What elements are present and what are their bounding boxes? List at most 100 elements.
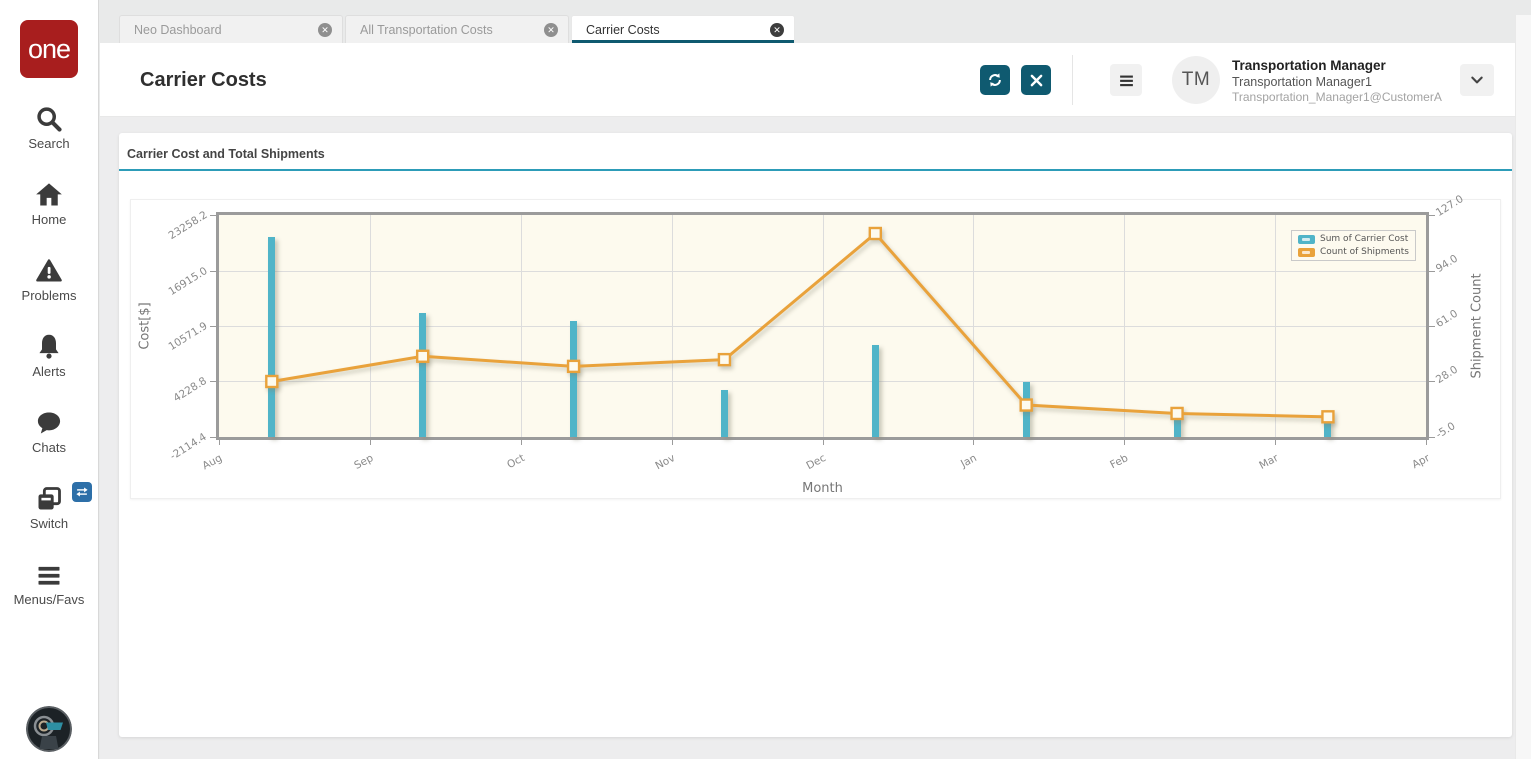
x-tick — [671, 440, 673, 445]
y-left-tick — [210, 326, 216, 327]
tab-close-icon[interactable]: ✕ — [544, 22, 558, 37]
chat-bubble-icon — [37, 412, 61, 434]
bell-icon — [39, 334, 59, 359]
chart-plot-area — [216, 212, 1429, 440]
assistant-avatar[interactable] — [26, 706, 72, 752]
bar-dec[interactable] — [871, 345, 879, 437]
line-marker-dec[interactable] — [868, 226, 883, 241]
sidebar-item-home[interactable]: Home — [0, 181, 98, 227]
sidebar-item-label: Problems — [21, 288, 77, 303]
sidebar-item-switch[interactable]: Switch — [0, 482, 98, 531]
content-area: Carrier Cost and Total Shipments -2114.4… — [100, 117, 1515, 759]
bar-nov[interactable] — [720, 389, 728, 437]
hamburger-icon — [38, 566, 60, 585]
bar-oct[interactable] — [570, 320, 578, 437]
sidebar-item-chats[interactable]: Chats — [0, 409, 98, 455]
bar-sep[interactable] — [419, 312, 427, 437]
user-info: Transportation Manager Transportation Ma… — [1232, 57, 1442, 106]
panel-title: Carrier Cost and Total Shipments — [127, 147, 325, 161]
legend-item[interactable]: Sum of Carrier Cost — [1298, 234, 1409, 244]
x-tick-label: Dec — [804, 452, 829, 473]
user-name: Transportation Manager1 — [1232, 75, 1372, 90]
y-right-tick — [1429, 270, 1435, 272]
line-marker-jan[interactable] — [1019, 398, 1033, 412]
line-marker-mar[interactable] — [1321, 410, 1335, 424]
x-tick — [219, 440, 220, 445]
x-tick — [1275, 440, 1277, 445]
x-tick-label: Aug — [200, 452, 225, 473]
x-tick — [973, 440, 975, 445]
y-right-tick — [1429, 215, 1435, 216]
x-tick — [1124, 440, 1126, 445]
tab-label: Carrier Costs — [586, 22, 660, 37]
x-tick-label: Mar — [1257, 452, 1281, 472]
y-right-tick-label: 94.0 — [1433, 252, 1461, 275]
x-tick-label: Sep — [352, 452, 376, 472]
sidebar-item-label: Menus/Favs — [13, 592, 85, 607]
tab-neo-dashboard[interactable]: Neo Dashboard ✕ — [119, 15, 343, 43]
y-left-tick-label: 4228.8 — [171, 375, 210, 406]
carrier-cost-chart: -2114.4 4228.8 10571.9 16915.0 23258.2 -5.0 28… — [130, 193, 1501, 499]
carrier-cost-panel: Carrier Cost and Total Shipments -2114.4… — [119, 133, 1512, 737]
shipment-count-line — [265, 226, 1335, 424]
y-right-tick-label: 61.0 — [1433, 307, 1461, 331]
y-left-tick — [210, 270, 216, 272]
line-marker-sep[interactable] — [415, 349, 430, 363]
one-network-logo[interactable]: one — [20, 20, 78, 78]
y-left-tick-label: 16915.0 — [165, 264, 210, 298]
x-axis-title: Month — [802, 481, 843, 496]
line-marker-oct[interactable] — [566, 359, 581, 374]
sidebar-item-label: Home — [31, 212, 67, 227]
sidebar-item-menus-favs[interactable]: Menus/Favs — [0, 561, 98, 607]
user-avatar[interactable]: TM — [1172, 56, 1220, 104]
legend-swatch-icon — [1298, 247, 1316, 257]
tab-all-transportation-costs[interactable]: All Transportation Costs ✕ — [345, 15, 569, 43]
gridline-horizontal — [219, 270, 1426, 272]
sidebar-item-label: Switch — [29, 516, 69, 531]
scrollbar[interactable] — [1515, 15, 1531, 759]
sidebar-item-label: Chats — [32, 440, 66, 455]
user-id: Transportation_Manager1@CustomerA — [1232, 90, 1442, 105]
switch-badge[interactable] — [72, 482, 92, 502]
sidebar-item-label: Search — [28, 136, 70, 151]
x-tick-label: Jan — [959, 452, 980, 471]
y-left-tick-label: -2114.4 — [168, 430, 210, 463]
line-marker-nov[interactable] — [717, 352, 732, 367]
line-path — [271, 231, 1328, 419]
tab-carrier-costs[interactable]: Carrier Costs ✕ — [571, 15, 795, 43]
line-marker-feb[interactable] — [1170, 406, 1184, 421]
sidebar-item-search[interactable]: Search — [0, 105, 98, 151]
tab-close-icon[interactable]: ✕ — [770, 22, 784, 37]
legend-label: Count of Shipments — [1320, 247, 1409, 257]
panel-header: Carrier Cost and Total Shipments — [119, 133, 1512, 171]
gridline-horizontal — [219, 326, 1426, 327]
windows-stack-icon — [38, 487, 61, 510]
bar-mar[interactable] — [1324, 417, 1332, 437]
y-right-tick-label: -5.0 — [1433, 420, 1458, 442]
tab-close-icon[interactable]: ✕ — [318, 22, 332, 37]
swap-arrows-icon — [76, 487, 88, 497]
line-marker-aug[interactable] — [265, 374, 279, 389]
legend-item[interactable]: Count of Shipments — [1298, 247, 1409, 257]
user-menu-expand-button[interactable] — [1460, 64, 1494, 96]
x-tick-label: Nov — [653, 452, 678, 473]
sidebar: one Search Home Problems Alerts — [0, 0, 99, 759]
x-tick-label: Feb — [1107, 452, 1130, 472]
bar-aug[interactable] — [268, 236, 276, 437]
y-left-tick-label: 23258.2 — [165, 208, 210, 243]
y-right-tick-label: 28.0 — [1433, 363, 1461, 386]
sidebar-item-problems[interactable]: Problems — [0, 257, 98, 303]
y-right-tick — [1429, 381, 1435, 383]
bar-feb[interactable] — [1173, 415, 1181, 437]
refresh-button[interactable] — [980, 65, 1010, 95]
y-right-axis-title: Shipment Count — [1469, 273, 1485, 379]
legend-swatch-icon — [1298, 234, 1316, 244]
x-tick — [822, 440, 824, 445]
user-role: Transportation Manager — [1232, 58, 1386, 73]
y-left-tick — [210, 437, 216, 438]
sidebar-item-alerts[interactable]: Alerts — [0, 333, 98, 379]
tab-label: All Transportation Costs — [360, 22, 493, 37]
legend-label: Sum of Carrier Cost — [1320, 234, 1409, 244]
close-page-button[interactable] — [1021, 65, 1051, 95]
header-menu-button[interactable] — [1110, 64, 1142, 96]
